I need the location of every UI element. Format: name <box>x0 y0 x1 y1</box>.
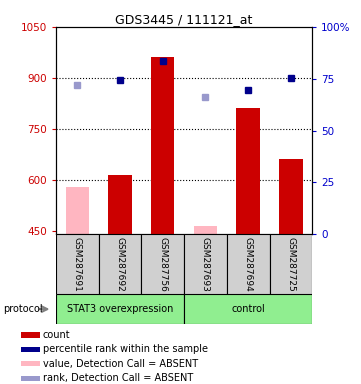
Text: value, Detection Call = ABSENT: value, Detection Call = ABSENT <box>43 359 198 369</box>
Bar <box>56 294 184 324</box>
Bar <box>227 234 270 294</box>
Title: GDS3445 / 111121_at: GDS3445 / 111121_at <box>116 13 253 26</box>
Text: GSM287692: GSM287692 <box>116 237 125 291</box>
Bar <box>142 234 184 294</box>
Bar <box>21 333 40 338</box>
Text: count: count <box>43 330 70 340</box>
Bar <box>279 159 303 234</box>
Text: percentile rank within the sample: percentile rank within the sample <box>43 344 208 354</box>
Bar <box>184 234 227 294</box>
Text: GSM287756: GSM287756 <box>158 237 167 291</box>
Bar <box>56 234 99 294</box>
Text: control: control <box>231 304 265 314</box>
Bar <box>151 58 174 234</box>
Bar <box>236 108 260 234</box>
Bar <box>99 234 142 294</box>
Bar <box>194 226 217 234</box>
Text: STAT3 overexpression: STAT3 overexpression <box>67 304 173 314</box>
Text: GSM287691: GSM287691 <box>73 237 82 291</box>
Bar <box>21 376 40 381</box>
Bar <box>184 294 312 324</box>
Bar <box>108 175 132 234</box>
Text: rank, Detection Call = ABSENT: rank, Detection Call = ABSENT <box>43 373 193 383</box>
Bar <box>270 234 312 294</box>
Text: GSM287725: GSM287725 <box>286 237 295 291</box>
Bar <box>21 361 40 366</box>
Text: protocol: protocol <box>4 304 43 314</box>
Bar <box>66 187 89 234</box>
Text: GSM287694: GSM287694 <box>244 237 253 291</box>
Bar <box>21 347 40 352</box>
Text: GSM287693: GSM287693 <box>201 237 210 291</box>
